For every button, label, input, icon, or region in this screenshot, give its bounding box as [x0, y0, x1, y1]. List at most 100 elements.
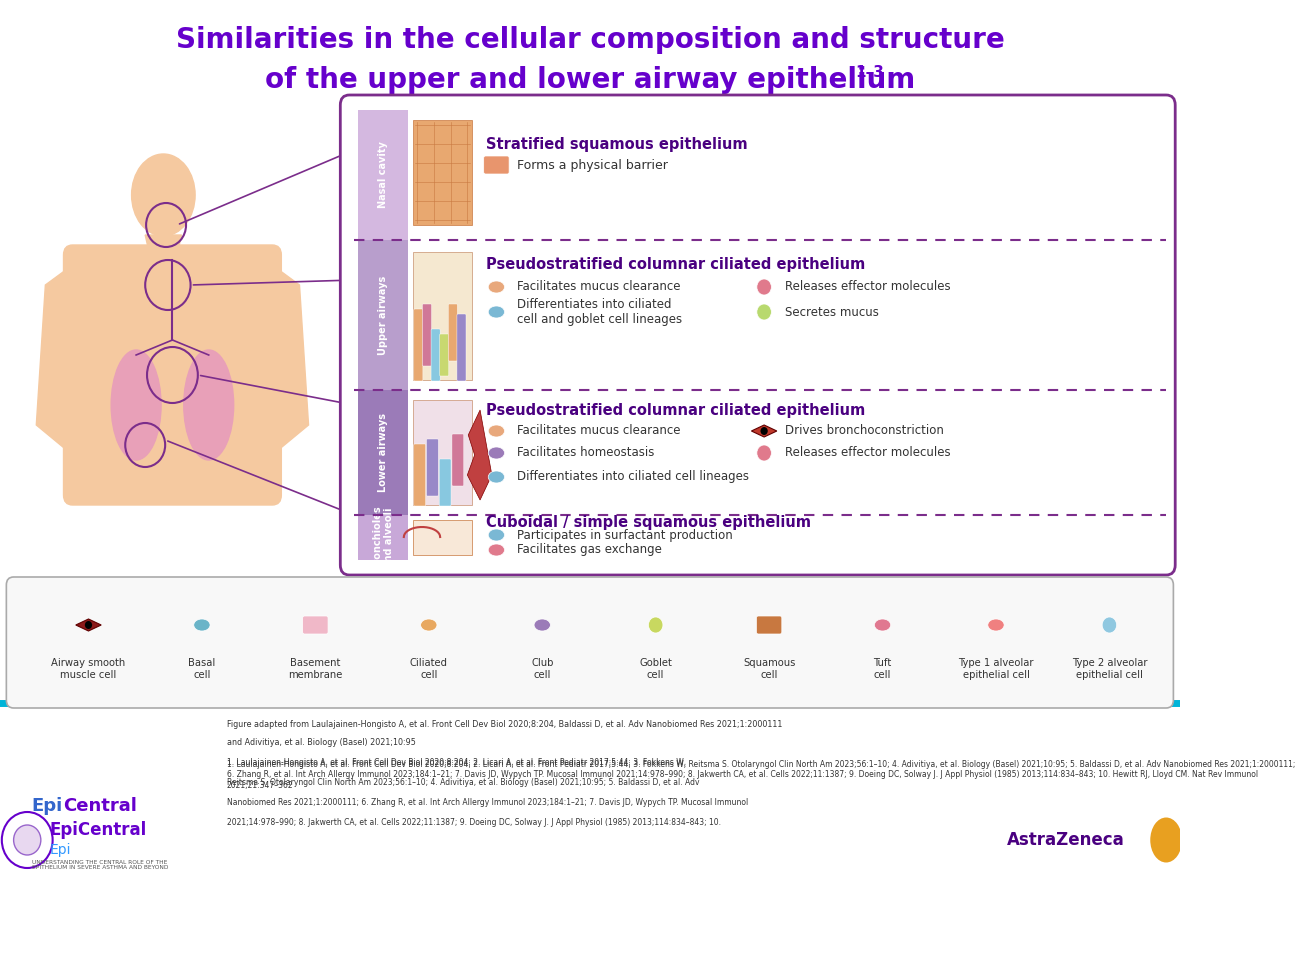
Text: and Adivitiya, et al. Biology (Basel) 2021;10:95: and Adivitiya, et al. Biology (Basel) 20…	[227, 738, 416, 747]
Polygon shape	[146, 235, 182, 255]
FancyBboxPatch shape	[359, 515, 408, 560]
Text: Nanobiomed Res 2021;1:2000111; 6. Zhang R, et al. Int Arch Allergy Immunol 2023;: Nanobiomed Res 2021;1:2000111; 6. Zhang …	[227, 798, 748, 807]
Text: Differentiates into ciliated
cell and goblet cell lineages: Differentiates into ciliated cell and go…	[517, 298, 682, 326]
Ellipse shape	[1150, 817, 1182, 863]
Text: Bronchioles
and alveoli: Bronchioles and alveoli	[373, 505, 394, 569]
Text: Upper airways: Upper airways	[378, 275, 389, 355]
Text: 2021;14:978–990; 8. Jakwerth CA, et al. Cells 2022;11:1387; 9. Doeing DC, Solway: 2021;14:978–990; 8. Jakwerth CA, et al. …	[227, 818, 722, 827]
Ellipse shape	[194, 619, 211, 631]
FancyBboxPatch shape	[341, 95, 1175, 575]
Text: Epi: Epi	[31, 797, 62, 815]
Ellipse shape	[183, 350, 234, 460]
Text: Basement
membrane: Basement membrane	[289, 658, 342, 680]
Polygon shape	[75, 619, 101, 631]
Text: Releases effector molecules: Releases effector molecules	[785, 281, 950, 293]
Ellipse shape	[112, 350, 161, 460]
FancyBboxPatch shape	[359, 110, 408, 240]
Ellipse shape	[489, 425, 504, 437]
Circle shape	[1102, 617, 1117, 633]
Polygon shape	[36, 265, 73, 455]
Ellipse shape	[131, 154, 195, 236]
Ellipse shape	[988, 619, 1004, 631]
Ellipse shape	[489, 306, 504, 318]
FancyBboxPatch shape	[413, 444, 425, 506]
Ellipse shape	[489, 471, 504, 483]
Text: Stratified squamous epithelium: Stratified squamous epithelium	[485, 137, 748, 152]
FancyBboxPatch shape	[422, 304, 432, 366]
FancyBboxPatch shape	[452, 434, 464, 486]
FancyBboxPatch shape	[359, 240, 408, 390]
Ellipse shape	[875, 619, 891, 631]
Text: Secretes mucus: Secretes mucus	[785, 305, 879, 319]
Ellipse shape	[489, 447, 504, 459]
Ellipse shape	[489, 544, 504, 556]
FancyBboxPatch shape	[413, 120, 472, 225]
Circle shape	[757, 445, 771, 461]
Ellipse shape	[421, 619, 437, 631]
Text: Pseudostratified columnar ciliated epithelium: Pseudostratified columnar ciliated epith…	[485, 403, 864, 417]
FancyBboxPatch shape	[426, 439, 438, 496]
FancyBboxPatch shape	[64, 245, 281, 505]
Text: Airway smooth
muscle cell: Airway smooth muscle cell	[52, 658, 126, 680]
Text: 1. Laulajainen-Hongisto A, et al. Front Cell Dev Biol 2020;8:204; 2. Licari A, e: 1. Laulajainen-Hongisto A, et al. Front …	[227, 758, 686, 767]
Text: Nasal cavity: Nasal cavity	[378, 141, 389, 209]
FancyBboxPatch shape	[484, 156, 510, 174]
FancyBboxPatch shape	[439, 334, 448, 376]
Text: Central: Central	[64, 797, 138, 815]
Text: Lower airways: Lower airways	[378, 413, 389, 492]
FancyBboxPatch shape	[359, 390, 408, 515]
Polygon shape	[272, 265, 308, 455]
Text: Tuft
cell: Tuft cell	[874, 658, 892, 680]
FancyBboxPatch shape	[456, 314, 465, 381]
Ellipse shape	[489, 529, 504, 541]
FancyBboxPatch shape	[413, 400, 472, 505]
Circle shape	[757, 304, 771, 320]
FancyBboxPatch shape	[413, 309, 423, 381]
Text: Facilitates mucus clearance: Facilitates mucus clearance	[517, 281, 681, 293]
Text: Participates in surfactant production: Participates in surfactant production	[517, 528, 733, 541]
Text: Type 2 alveolar
epithelial cell: Type 2 alveolar epithelial cell	[1071, 658, 1147, 680]
Text: Pseudostratified columnar ciliated epithelium: Pseudostratified columnar ciliated epith…	[485, 257, 864, 272]
FancyBboxPatch shape	[448, 304, 458, 361]
FancyBboxPatch shape	[757, 616, 781, 634]
Text: Squamous
cell: Squamous cell	[742, 658, 796, 680]
Text: AstraZeneca: AstraZeneca	[1008, 831, 1124, 849]
FancyBboxPatch shape	[413, 252, 472, 380]
Text: Ciliated
cell: Ciliated cell	[410, 658, 447, 680]
Text: EpiCentral: EpiCentral	[49, 821, 147, 839]
Text: Cuboidal / simple squamous epithelium: Cuboidal / simple squamous epithelium	[485, 516, 810, 530]
Circle shape	[757, 279, 771, 295]
Text: 1. Laulajainen-Hongisto A, et al. Front Cell Dev Biol 2020;8:204; 2. Licari A, e: 1. Laulajainen-Hongisto A, et al. Front …	[227, 760, 1295, 790]
Ellipse shape	[489, 281, 504, 293]
Text: of the upper and lower airway epithelium: of the upper and lower airway epithelium	[265, 66, 915, 94]
Text: Goblet
cell: Goblet cell	[640, 658, 672, 680]
Text: Forms a physical barrier: Forms a physical barrier	[517, 159, 668, 172]
Circle shape	[760, 427, 768, 435]
Polygon shape	[468, 410, 491, 500]
Text: Epi: Epi	[49, 843, 72, 857]
Text: UNDERSTANDING THE CENTRAL ROLE OF THE
EPITHELIUM IN SEVERE ASTHMA AND BEYOND: UNDERSTANDING THE CENTRAL ROLE OF THE EP…	[31, 860, 168, 871]
Text: Facilitates gas exchange: Facilitates gas exchange	[517, 543, 662, 557]
Circle shape	[84, 621, 92, 629]
Text: Club
cell: Club cell	[530, 658, 554, 680]
Ellipse shape	[534, 619, 550, 631]
Polygon shape	[751, 425, 777, 437]
Text: Releases effector molecules: Releases effector molecules	[785, 447, 950, 459]
Text: Drives bronchoconstriction: Drives bronchoconstriction	[785, 424, 944, 438]
Circle shape	[13, 825, 40, 855]
Text: Reitsma S. Otolaryngol Clin North Am 2023;56:1–10; 4. Adivitiya, et al. Biology : Reitsma S. Otolaryngol Clin North Am 202…	[227, 778, 699, 787]
Text: Facilitates homeostasis: Facilitates homeostasis	[517, 447, 655, 459]
FancyBboxPatch shape	[413, 520, 472, 555]
Text: Type 1 alveolar
epithelial cell: Type 1 alveolar epithelial cell	[958, 658, 1034, 680]
Circle shape	[649, 617, 663, 633]
Text: Figure adapted from Laulajainen-Hongisto A, et al. Front Cell Dev Biol 2020;8:20: Figure adapted from Laulajainen-Hongisto…	[227, 720, 783, 729]
FancyBboxPatch shape	[975, 795, 1166, 885]
FancyBboxPatch shape	[6, 577, 1174, 708]
Text: Facilitates mucus clearance: Facilitates mucus clearance	[517, 424, 681, 438]
Text: Basal
cell: Basal cell	[188, 658, 216, 680]
FancyBboxPatch shape	[303, 616, 328, 634]
Text: Similarities in the cellular composition and structure: Similarities in the cellular composition…	[176, 26, 1004, 54]
Text: Differentiates into ciliated cell lineages: Differentiates into ciliated cell lineag…	[517, 471, 749, 484]
Text: 1–3: 1–3	[855, 64, 884, 80]
FancyBboxPatch shape	[432, 329, 441, 381]
